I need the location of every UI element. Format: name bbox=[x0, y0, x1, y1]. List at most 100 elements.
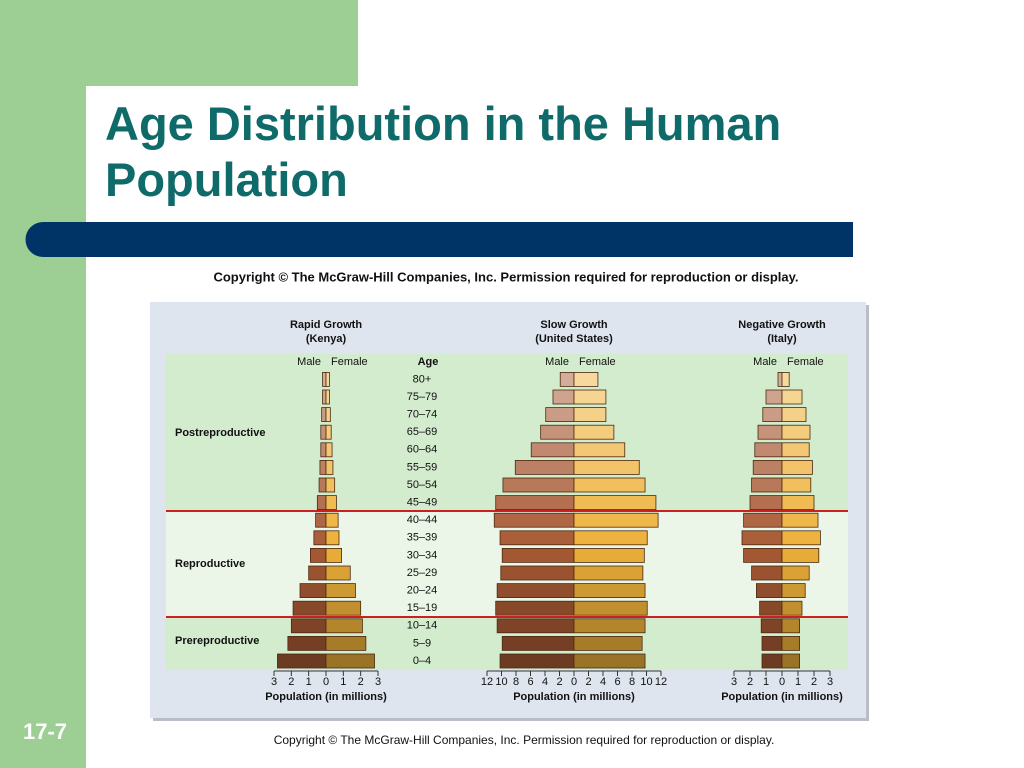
female-bar bbox=[325, 424, 332, 440]
female-bar bbox=[573, 424, 615, 440]
group-label: Postreproductive bbox=[175, 427, 265, 439]
male-bar bbox=[308, 565, 327, 581]
female-bar bbox=[325, 371, 330, 387]
male-bar bbox=[501, 636, 575, 651]
age-label: 60–64 bbox=[407, 444, 438, 456]
male-bar bbox=[309, 548, 327, 563]
female-bar bbox=[325, 653, 375, 669]
female-bar bbox=[781, 512, 819, 528]
female-bar bbox=[781, 530, 821, 546]
x-tick-label: 10 bbox=[640, 676, 652, 688]
x-tick-label: 4 bbox=[542, 676, 548, 688]
male-bar bbox=[496, 583, 575, 598]
female-bar bbox=[573, 371, 599, 387]
female-bar bbox=[781, 459, 813, 475]
female-bar bbox=[573, 495, 657, 511]
female-bar bbox=[325, 530, 340, 546]
x-tick-label: 2 bbox=[811, 676, 817, 688]
x-tick-label: 0 bbox=[779, 676, 785, 688]
male-bar bbox=[277, 653, 327, 669]
female-bar bbox=[573, 407, 607, 423]
chart-title: Negative Growth bbox=[738, 319, 826, 331]
group-label: Prereproductive bbox=[175, 635, 259, 647]
top-band bbox=[0, 0, 358, 86]
chart-subtitle: (Kenya) bbox=[306, 333, 347, 345]
age-label: 0–4 bbox=[413, 655, 431, 667]
female-bar bbox=[325, 548, 343, 563]
x-tick-label: 2 bbox=[747, 676, 753, 688]
side-band bbox=[0, 0, 86, 768]
female-bar bbox=[325, 495, 337, 511]
male-bar bbox=[752, 459, 783, 475]
x-tick-label: 10 bbox=[495, 676, 507, 688]
female-bar bbox=[781, 389, 803, 405]
male-bar bbox=[499, 530, 575, 546]
copyright-top: Copyright © The McGraw-Hill Companies, I… bbox=[213, 269, 798, 284]
female-bar bbox=[573, 459, 640, 475]
age-header: Age bbox=[418, 356, 439, 368]
female-bar bbox=[325, 442, 333, 458]
male-bar bbox=[751, 477, 783, 493]
male-bar bbox=[777, 371, 783, 387]
legend-male: Male bbox=[753, 356, 777, 368]
male-bar bbox=[743, 512, 783, 528]
x-tick-label: 0 bbox=[323, 676, 329, 688]
x-tick-label: 1 bbox=[306, 676, 312, 688]
age-label: 65–69 bbox=[407, 426, 438, 438]
chart-subtitle: (United States) bbox=[535, 333, 613, 345]
x-tick-label: 12 bbox=[481, 676, 493, 688]
male-bar bbox=[316, 495, 327, 511]
male-bar bbox=[315, 512, 327, 528]
male-bar bbox=[552, 389, 575, 405]
female-bar bbox=[573, 583, 646, 598]
age-label: 25–29 bbox=[407, 567, 438, 579]
x-tick-label: 8 bbox=[629, 676, 635, 688]
female-bar bbox=[573, 565, 644, 581]
x-tick-label: 3 bbox=[375, 676, 381, 688]
x-tick-label: 1 bbox=[763, 676, 769, 688]
male-bar bbox=[495, 495, 575, 511]
female-bar bbox=[781, 442, 810, 458]
male-bar bbox=[321, 407, 327, 423]
female-bar bbox=[781, 600, 803, 616]
female-bar bbox=[781, 565, 810, 581]
legend-female: Female bbox=[579, 356, 616, 368]
age-label: 40–44 bbox=[407, 514, 438, 526]
x-tick-label: 8 bbox=[513, 676, 519, 688]
age-label: 20–24 bbox=[407, 585, 438, 597]
female-bar bbox=[781, 636, 801, 651]
x-axis-label: Population (in millions) bbox=[721, 691, 843, 703]
female-bar bbox=[573, 389, 607, 405]
age-label: 5–9 bbox=[413, 637, 431, 649]
male-bar bbox=[743, 548, 783, 563]
age-label: 30–34 bbox=[407, 549, 438, 561]
male-bar bbox=[545, 407, 575, 423]
x-tick-label: 2 bbox=[556, 676, 562, 688]
age-label: 15–19 bbox=[407, 602, 438, 614]
x-tick-label: 0 bbox=[571, 676, 577, 688]
age-label: 50–54 bbox=[407, 479, 438, 491]
female-bar bbox=[325, 636, 367, 651]
female-bar bbox=[573, 600, 648, 616]
male-bar bbox=[761, 653, 783, 669]
male-bar bbox=[759, 600, 783, 616]
female-bar bbox=[781, 495, 815, 511]
male-bar bbox=[287, 636, 327, 651]
x-tick-label: 1 bbox=[795, 676, 801, 688]
reproductive-band bbox=[166, 511, 848, 617]
female-bar bbox=[573, 530, 648, 546]
female-bar bbox=[573, 442, 626, 458]
age-label: 35–39 bbox=[407, 532, 438, 544]
x-tick-label: 1 bbox=[340, 676, 346, 688]
female-bar bbox=[325, 389, 330, 405]
chart-title: Slow Growth bbox=[540, 319, 608, 331]
chart-title: Rapid Growth bbox=[290, 319, 362, 331]
female-bar bbox=[573, 512, 659, 528]
age-label: 10–14 bbox=[407, 620, 438, 632]
x-tick-label: 6 bbox=[614, 676, 620, 688]
female-bar bbox=[325, 618, 363, 634]
female-bar bbox=[325, 477, 336, 493]
male-bar bbox=[760, 618, 783, 634]
